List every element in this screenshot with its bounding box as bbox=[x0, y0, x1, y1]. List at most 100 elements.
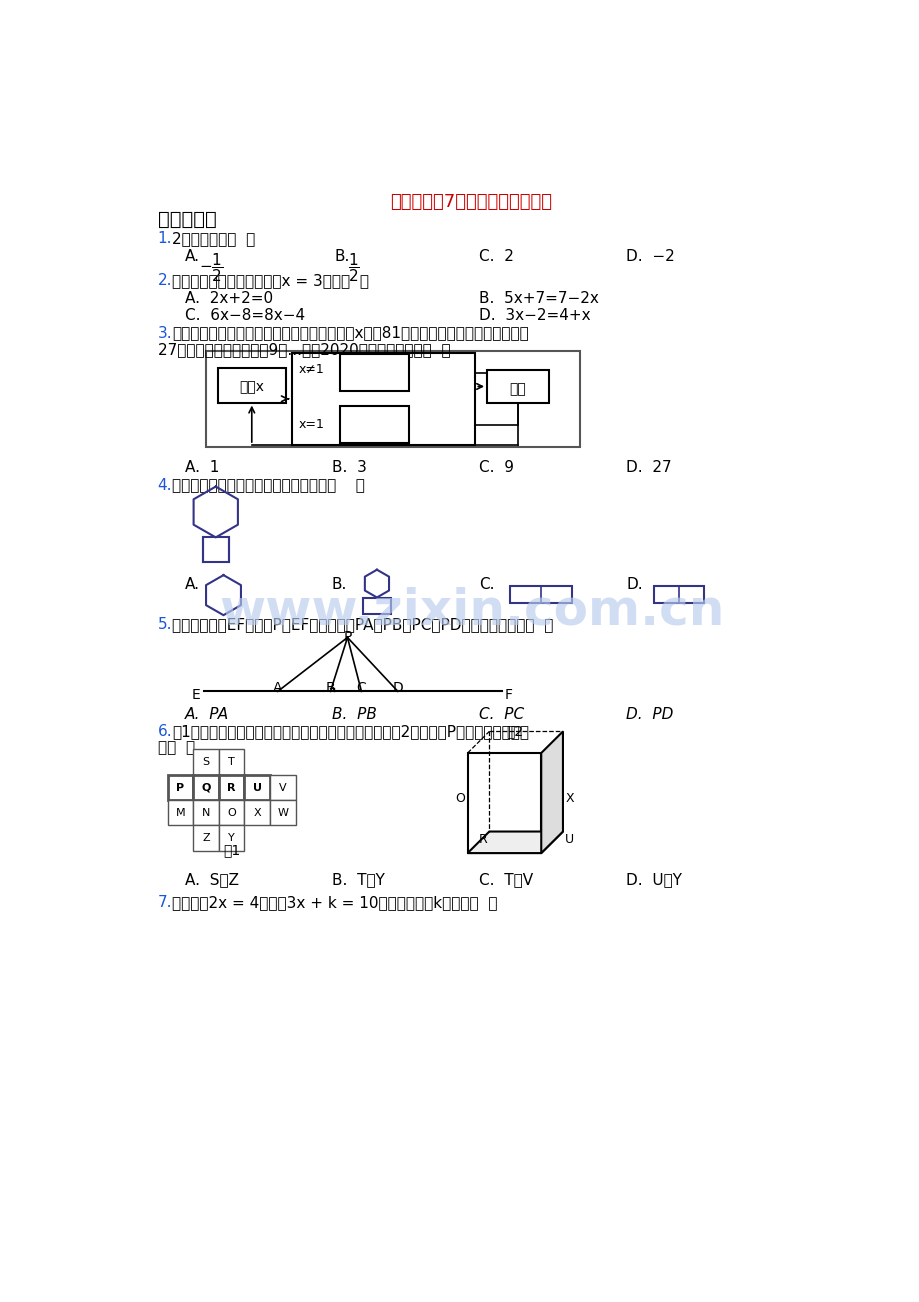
Text: 5.: 5. bbox=[157, 617, 172, 631]
Text: C.  T和V: C. T和V bbox=[479, 872, 533, 888]
Polygon shape bbox=[540, 732, 562, 853]
Text: 4.: 4. bbox=[157, 478, 172, 493]
Text: B: B bbox=[325, 681, 335, 695]
Bar bbox=[219, 799, 244, 825]
Polygon shape bbox=[193, 487, 238, 538]
Text: P: P bbox=[343, 630, 351, 643]
Text: 7.: 7. bbox=[157, 896, 172, 910]
Text: C.  9: C. 9 bbox=[479, 460, 514, 475]
Text: O: O bbox=[227, 809, 236, 818]
Text: D.  −2: D. −2 bbox=[626, 249, 675, 263]
Bar bbox=[269, 775, 295, 799]
Text: S: S bbox=[202, 758, 210, 767]
Text: D: D bbox=[392, 681, 403, 695]
Text: M: M bbox=[176, 809, 185, 818]
Bar bbox=[291, 353, 475, 445]
Bar bbox=[510, 586, 572, 603]
Text: 6.: 6. bbox=[157, 724, 172, 738]
Text: A.  PA: A. PA bbox=[185, 707, 229, 721]
Bar bbox=[193, 799, 219, 825]
Bar bbox=[339, 354, 409, 391]
Text: 1.: 1. bbox=[157, 230, 172, 246]
Text: 如图所示几何体，从左面看到的图形是（    ）: 如图所示几何体，从左面看到的图形是（ ） bbox=[172, 478, 365, 493]
Text: 输出: 输出 bbox=[509, 381, 526, 396]
Text: Q: Q bbox=[201, 783, 210, 793]
Text: B.  PB: B. PB bbox=[332, 707, 377, 721]
Text: Z: Z bbox=[202, 833, 210, 844]
Text: B.  T和Y: B. T和Y bbox=[332, 872, 384, 888]
Text: B.: B. bbox=[332, 577, 347, 591]
Bar bbox=[244, 799, 269, 825]
Text: D.  PD: D. PD bbox=[626, 707, 673, 721]
Bar bbox=[203, 538, 228, 562]
Text: D.  27: D. 27 bbox=[626, 460, 672, 475]
Polygon shape bbox=[365, 570, 389, 598]
Text: O: O bbox=[455, 792, 465, 805]
Bar bbox=[167, 799, 193, 825]
Text: $\dfrac{1}{2}$: $\dfrac{1}{2}$ bbox=[348, 251, 359, 284]
Text: A.  1: A. 1 bbox=[185, 460, 219, 475]
Text: V: V bbox=[278, 783, 287, 793]
Text: F: F bbox=[505, 687, 512, 702]
Text: D.  3x−2=4+x: D. 3x−2=4+x bbox=[479, 309, 590, 323]
Text: www.zixin.com.cn: www.zixin.com.cn bbox=[219, 586, 723, 634]
Text: 图1: 图1 bbox=[222, 842, 240, 857]
Text: 长沙市数学7年级上学期期末试卷: 长沙市数学7年级上学期期末试卷 bbox=[390, 193, 552, 211]
Text: 输入x: 输入x bbox=[239, 380, 264, 395]
Text: 2.: 2. bbox=[157, 273, 172, 288]
Bar bbox=[206, 352, 579, 448]
Text: E: E bbox=[191, 687, 200, 702]
Text: W: W bbox=[277, 809, 288, 818]
Text: 下列一元一次方程中，解为x = 3的是（  ）: 下列一元一次方程中，解为x = 3的是（ ） bbox=[172, 273, 369, 288]
Polygon shape bbox=[206, 575, 241, 615]
Text: B.: B. bbox=[334, 249, 349, 263]
Text: N: N bbox=[201, 809, 210, 818]
Text: 如图是一个运算程序的示意图，若开始输入的x値为81，我们看到第一次输出的结果为: 如图是一个运算程序的示意图，若开始输入的x値为81，我们看到第一次输出的结果为 bbox=[172, 326, 528, 341]
Text: 图1是正方体表面展开图，如果将其合成原来的正方体图2时，与点P重合的两个点应该: 图1是正方体表面展开图，如果将其合成原来的正方体图2时，与点P重合的两个点应该 bbox=[172, 724, 528, 738]
Text: 27，第二次输出的结果为9，...，第2020次输出的结果为（  ）: 27，第二次输出的结果为9，...，第2020次输出的结果为（ ） bbox=[157, 342, 449, 357]
Text: 3.: 3. bbox=[157, 326, 172, 341]
Bar bbox=[652, 586, 703, 603]
Bar bbox=[167, 775, 193, 799]
Polygon shape bbox=[467, 832, 562, 853]
Bar bbox=[244, 775, 269, 799]
Text: D.  U和Y: D. U和Y bbox=[626, 872, 682, 888]
Text: C.  PC: C. PC bbox=[479, 707, 524, 721]
Bar bbox=[193, 749, 219, 775]
Text: R: R bbox=[479, 833, 487, 846]
Text: x+2: x+2 bbox=[360, 421, 389, 434]
Bar bbox=[193, 775, 219, 799]
Polygon shape bbox=[467, 753, 540, 853]
Text: A.: A. bbox=[185, 249, 199, 263]
Text: C.  6x−8=8x−4: C. 6x−8=8x−4 bbox=[185, 309, 304, 323]
Text: A.: A. bbox=[185, 577, 199, 591]
Text: P: P bbox=[176, 783, 185, 793]
Text: 是（  ）: 是（ ） bbox=[157, 740, 195, 755]
Text: C.: C. bbox=[479, 577, 494, 591]
Text: B.  5x+7=7−2x: B. 5x+7=7−2x bbox=[479, 290, 598, 306]
Text: X: X bbox=[253, 809, 261, 818]
Text: A: A bbox=[273, 681, 282, 695]
Text: 如果方程2x = 4与方程3x + k = 10的解相同，则k的値为（  ）: 如果方程2x = 4与方程3x + k = 10的解相同，则k的値为（ ） bbox=[172, 896, 497, 910]
Text: C.  2: C. 2 bbox=[479, 249, 514, 263]
Text: C: C bbox=[357, 681, 366, 695]
Bar bbox=[219, 825, 244, 850]
Bar bbox=[339, 406, 409, 443]
Text: 图2: 图2 bbox=[506, 724, 523, 738]
Text: U: U bbox=[253, 783, 261, 793]
Text: x≠1: x≠1 bbox=[299, 362, 324, 375]
Text: $-\dfrac{1}{2}$: $-\dfrac{1}{2}$ bbox=[199, 251, 223, 284]
Text: U: U bbox=[564, 833, 573, 846]
Text: 如图，从直线EF外一点P向EF引四条线段PA，PB，PC，PD，其中最短的是（  ）: 如图，从直线EF外一点P向EF引四条线段PA，PB，PC，PD，其中最短的是（ … bbox=[172, 617, 553, 631]
Text: D.: D. bbox=[626, 577, 642, 591]
Text: X: X bbox=[564, 792, 573, 805]
Bar bbox=[269, 799, 295, 825]
Bar bbox=[219, 775, 244, 799]
Text: x=1: x=1 bbox=[299, 418, 324, 431]
Text: $\dfrac{1}{3}x$: $\dfrac{1}{3}x$ bbox=[363, 357, 386, 389]
Bar bbox=[363, 598, 391, 613]
Bar bbox=[193, 825, 219, 850]
Bar bbox=[486, 370, 549, 402]
Text: 2的相反数是（  ）: 2的相反数是（ ） bbox=[172, 230, 255, 246]
Text: R: R bbox=[227, 783, 235, 793]
